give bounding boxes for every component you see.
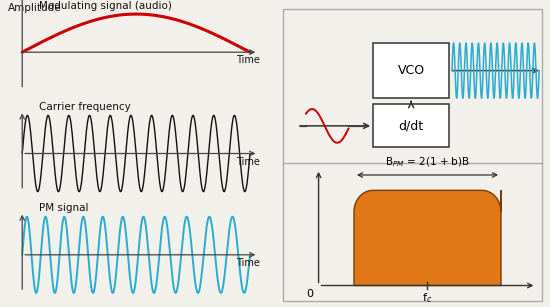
Text: d/dt: d/dt bbox=[399, 119, 424, 132]
Text: Modulating signal (audio): Modulating signal (audio) bbox=[39, 1, 172, 11]
Text: 0: 0 bbox=[306, 289, 313, 299]
Text: Time: Time bbox=[236, 55, 260, 65]
Text: VCO: VCO bbox=[398, 64, 425, 77]
Text: f$_c$: f$_c$ bbox=[422, 292, 433, 305]
Text: Time: Time bbox=[236, 258, 260, 268]
Text: Amplitude: Amplitude bbox=[8, 3, 62, 13]
Polygon shape bbox=[354, 190, 501, 286]
Text: Carrier frequency: Carrier frequency bbox=[39, 102, 131, 112]
FancyBboxPatch shape bbox=[373, 43, 449, 98]
Text: B$_{PM}$ = 2(1 + b)B: B$_{PM}$ = 2(1 + b)B bbox=[385, 155, 470, 169]
Text: Time: Time bbox=[236, 157, 260, 167]
Text: PM signal: PM signal bbox=[39, 203, 89, 213]
FancyBboxPatch shape bbox=[373, 104, 449, 147]
